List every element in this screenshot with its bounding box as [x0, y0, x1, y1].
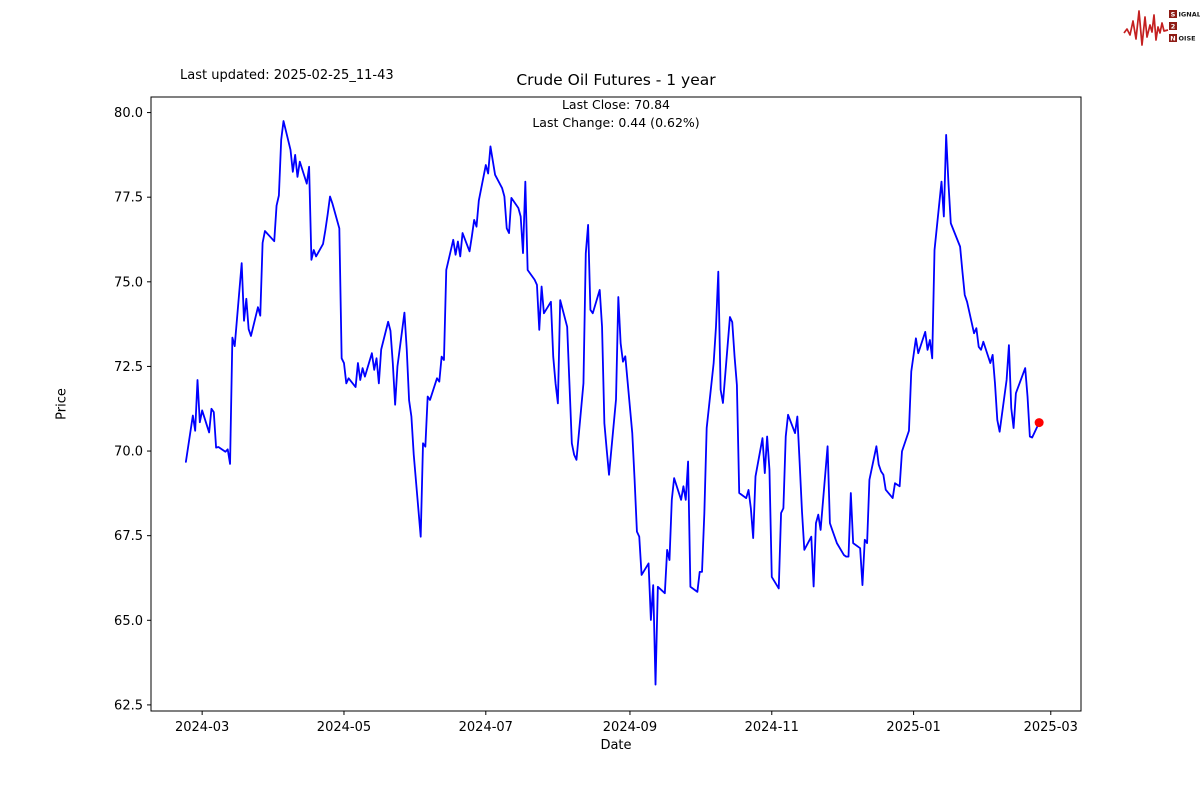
price-line [184, 120, 1041, 686]
y-tick-label: 67.5 [114, 529, 143, 544]
logo-letter-2: 2 [1171, 22, 1176, 30]
logo-letter-n: N [1170, 34, 1175, 42]
logo-box-2 [1169, 22, 1177, 30]
y-tick-label: 62.5 [114, 698, 143, 713]
x-tick-label: 2025-03 [1024, 720, 1078, 735]
logo-waveform-icon [1123, 10, 1169, 46]
logo-box-s [1169, 10, 1177, 18]
y-tick-label: 75.0 [114, 275, 143, 290]
logo-box-n [1169, 34, 1177, 42]
logo-canvas: S IGNAL 2 N OISE [1123, 10, 1200, 46]
logo-text-ignal: IGNAL [1179, 10, 1200, 18]
last-close-marker [1034, 418, 1044, 428]
y-tick-label: 70.0 [114, 445, 143, 460]
plot-area [150, 96, 1082, 712]
x-tick-label: 2025-01 [886, 720, 940, 735]
signal2noise-logo: S IGNAL 2 N OISE [1122, 4, 1200, 54]
chart-title: Crude Oil Futures - 1 year [516, 71, 716, 89]
x-tick-label: 2024-11 [745, 720, 799, 735]
logo-text-rows: S IGNAL 2 N OISE [1169, 10, 1200, 42]
x-tick-label: 2024-09 [603, 720, 657, 735]
last-change-text: Last Change: 0.44 (0.62%) [532, 115, 700, 130]
logo-letter-s: S [1171, 10, 1176, 18]
y-tick-label: 80.0 [114, 106, 143, 121]
last-close-text: Last Close: 70.84 [561, 97, 671, 112]
x-tick-label: 2024-03 [175, 720, 229, 735]
x-tick-label: 2024-07 [459, 720, 513, 735]
y-tick-label: 72.5 [114, 360, 143, 375]
x-axis-label: Date [600, 738, 632, 753]
logo-text-oise: OISE [1179, 34, 1196, 42]
y-tick-label: 65.0 [114, 614, 143, 629]
y-tick-label: 77.5 [114, 191, 143, 206]
last-updated-text: Last updated: 2025-02-25_11-43 [180, 68, 394, 83]
x-tick-label: 2024-05 [317, 720, 371, 735]
